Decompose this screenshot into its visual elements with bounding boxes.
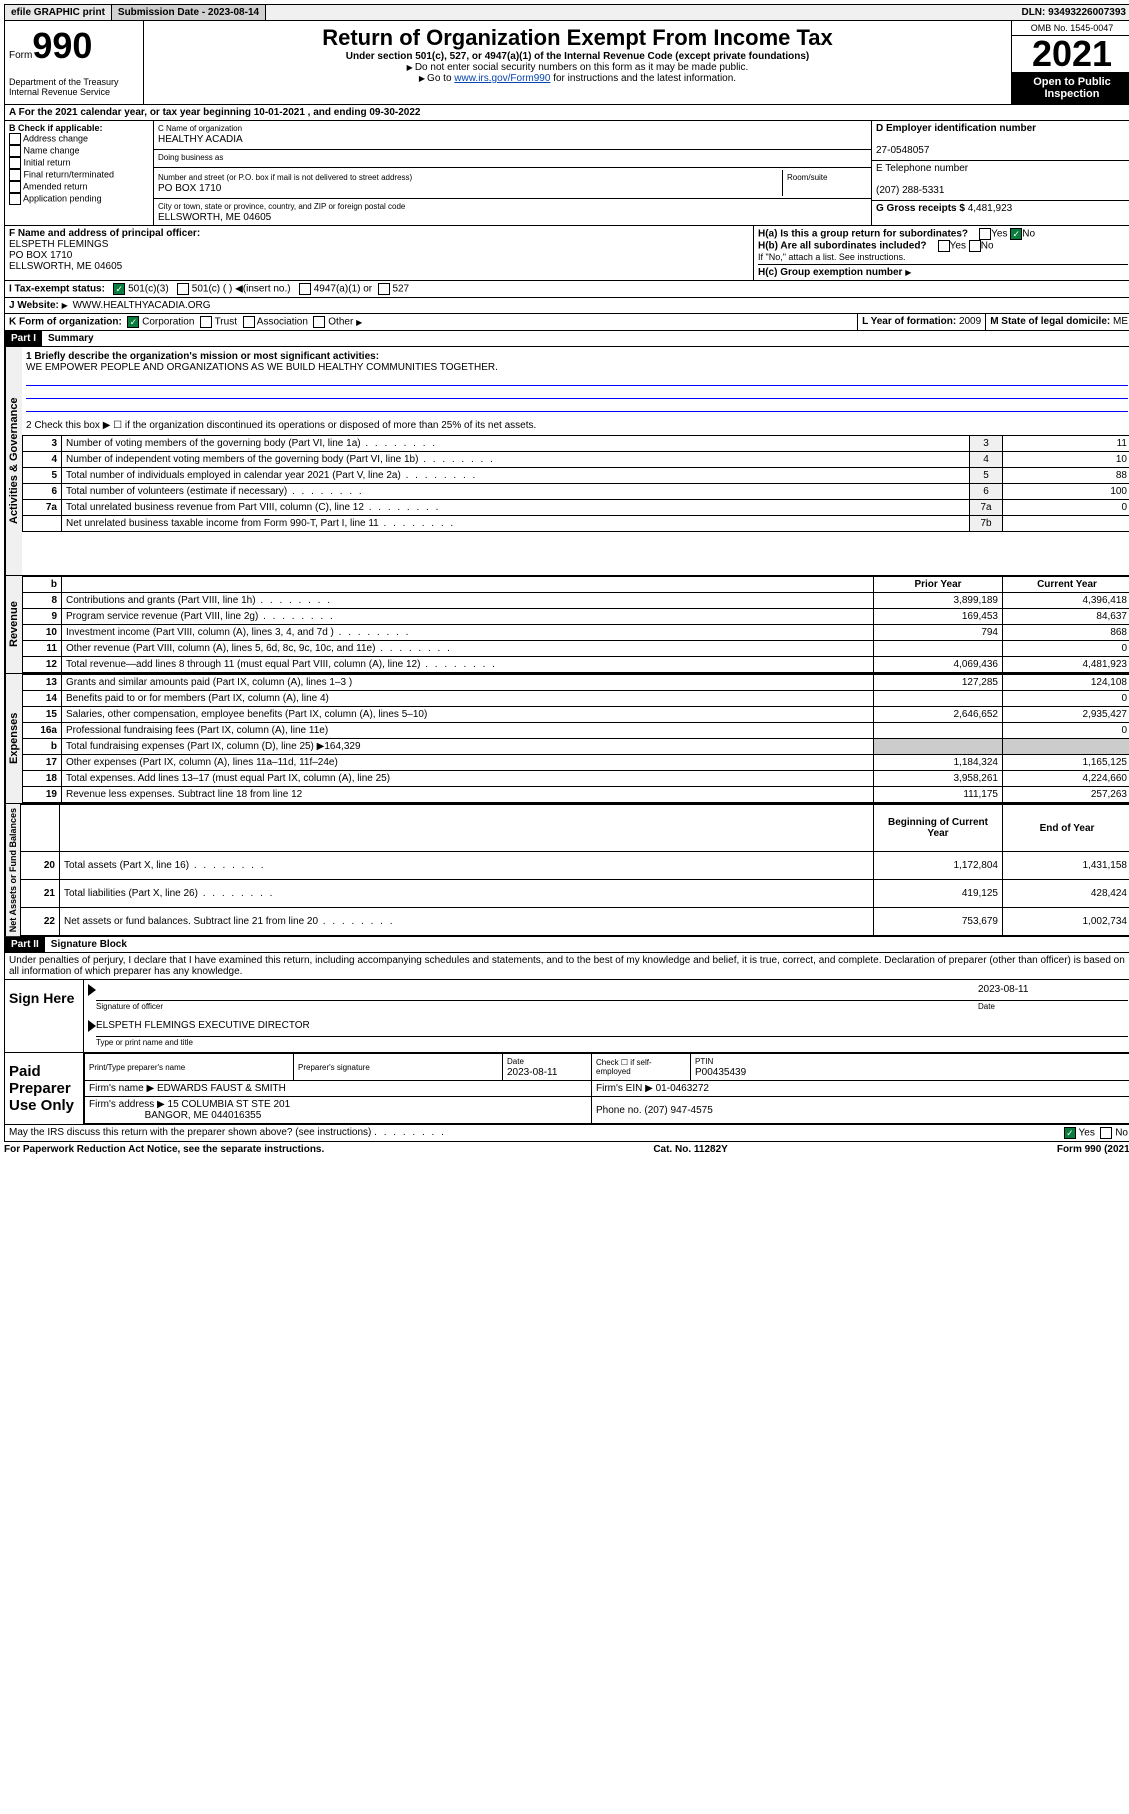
open-inspection: Open to Public Inspection — [1012, 72, 1129, 104]
table-row: 7aTotal unrelated business revenue from … — [23, 500, 1129, 516]
table-row: 19Revenue less expenses. Subtract line 1… — [23, 787, 1129, 803]
top-bar: efile GRAPHIC print Submission Date - 20… — [4, 4, 1129, 21]
section-i: I Tax-exempt status: 501(c)(3) 501(c) ( … — [4, 281, 1129, 298]
ptin: P00435439 — [695, 1067, 746, 1078]
fh-block: F Name and address of principal officer:… — [4, 226, 1129, 281]
org-city: ELLSWORTH, ME 04605 — [158, 212, 271, 223]
table-row: 10Investment income (Part VIII, column (… — [23, 625, 1129, 641]
discuss-row: May the IRS discuss this return with the… — [4, 1125, 1129, 1142]
section-b: B Check if applicable: Address change Na… — [5, 121, 154, 225]
table-row: 9Program service revenue (Part VIII, lin… — [23, 609, 1129, 625]
vert-revenue: Revenue — [5, 576, 22, 673]
note-goto-post: for instructions and the latest informat… — [550, 73, 736, 84]
table-row: 18Total expenses. Add lines 13–17 (must … — [23, 771, 1129, 787]
org-name: HEALTHY ACADIA — [158, 134, 243, 145]
netassets-table: Beginning of Current YearEnd of Year 20T… — [20, 804, 1129, 936]
form-title: Return of Organization Exempt From Incom… — [148, 25, 1007, 51]
mission: WE EMPOWER PEOPLE AND ORGANIZATIONS AS W… — [26, 362, 498, 373]
phone: (207) 288-5331 — [876, 185, 944, 196]
officer-name: ELSPETH FLEMINGS — [9, 239, 108, 250]
line-a: A For the 2021 calendar year, or tax yea… — [4, 105, 1129, 121]
table-row: Net unrelated business taxable income fr… — [23, 516, 1129, 532]
part1-header: Part I Summary — [4, 331, 1129, 347]
table-row: 13Grants and similar amounts paid (Part … — [23, 675, 1129, 691]
sig-date: 2023-08-11 — [978, 984, 1128, 1001]
table-row: 4Number of independent voting members of… — [23, 452, 1129, 468]
vert-governance: Activities & Governance — [5, 347, 22, 575]
expenses-table: 13Grants and similar amounts paid (Part … — [22, 674, 1129, 803]
dln: DLN: 93493226007393 — [1015, 5, 1129, 20]
org-address: PO BOX 1710 — [158, 183, 221, 194]
form-prefix: Form — [9, 50, 32, 61]
footer: For Paperwork Reduction Act Notice, see … — [4, 1142, 1129, 1157]
table-row: 12Total revenue—add lines 8 through 11 (… — [23, 657, 1129, 673]
line-2: 2 Check this box ▶ ☐ if the organization… — [22, 416, 1129, 435]
vert-netassets: Net Assets or Fund Balances — [5, 804, 20, 936]
sign-here-block: Sign Here Signature of officer 2023-08-1… — [4, 980, 1129, 1053]
section-j: J Website: WWW.HEALTHYACADIA.ORG — [4, 298, 1129, 314]
section-d: D Employer identification number 27-0548… — [871, 121, 1129, 225]
form-subtitle: Under section 501(c), 527, or 4947(a)(1)… — [148, 51, 1007, 62]
efile-link[interactable]: efile GRAPHIC print — [5, 5, 112, 20]
part2-header: Part II Signature Block — [4, 937, 1129, 953]
dept-label: Department of the Treasury Internal Reve… — [9, 77, 139, 97]
table-row: 17Other expenses (Part IX, column (A), l… — [23, 755, 1129, 771]
table-row: 6Total number of volunteers (estimate if… — [23, 484, 1129, 500]
submission-date: Submission Date - 2023-08-14 — [112, 5, 266, 20]
firm-name: EDWARDS FAUST & SMITH — [157, 1083, 286, 1094]
declaration: Under penalties of perjury, I declare th… — [4, 953, 1129, 980]
irs-link[interactable]: www.irs.gov/Form990 — [454, 73, 550, 84]
form-header: Form990 Department of the Treasury Inter… — [4, 21, 1129, 105]
governance-table: 3Number of voting members of the governi… — [22, 435, 1129, 532]
officer-name-title: ELSPETH FLEMINGS EXECUTIVE DIRECTOR — [96, 1020, 1128, 1037]
table-row: 20Total assets (Part X, line 16)1,172,80… — [21, 852, 1129, 880]
section-klm: K Form of organization: Corporation Trus… — [4, 314, 1129, 331]
year-formed: 2009 — [959, 316, 981, 327]
table-row: 3Number of voting members of the governi… — [23, 436, 1129, 452]
table-row: 11Other revenue (Part VIII, column (A), … — [23, 641, 1129, 657]
firm-addr1: 15 COLUMBIA ST STE 201 — [168, 1099, 291, 1110]
revenue-table: bPrior YearCurrent Year 8Contributions a… — [22, 576, 1129, 673]
paid-preparer-block: Paid Preparer Use Only Print/Type prepar… — [4, 1053, 1129, 1125]
table-row: 5Total number of individuals employed in… — [23, 468, 1129, 484]
gross-receipts: 4,481,923 — [968, 203, 1013, 214]
arrow-icon — [88, 1020, 96, 1032]
website[interactable]: WWW.HEALTHYACADIA.ORG — [73, 300, 211, 311]
ein: 27-0548057 — [876, 145, 929, 156]
table-row: 14Benefits paid to or for members (Part … — [23, 691, 1129, 707]
domicile-state: ME — [1113, 316, 1128, 327]
prep-date: 2023-08-11 — [507, 1067, 557, 1078]
bcd-block: B Check if applicable: Address change Na… — [4, 121, 1129, 226]
table-row: 16aProfessional fundraising fees (Part I… — [23, 723, 1129, 739]
arrow-icon — [88, 984, 96, 996]
firm-ein: 01-0463272 — [656, 1083, 709, 1094]
firm-addr2: BANGOR, ME 044016355 — [145, 1110, 262, 1121]
table-row: 21Total liabilities (Part X, line 26)419… — [21, 880, 1129, 908]
table-row: bTotal fundraising expenses (Part IX, co… — [23, 739, 1129, 755]
section-c: C Name of organization HEALTHY ACADIA Do… — [154, 121, 871, 225]
firm-phone: (207) 947-4575 — [644, 1105, 712, 1116]
note-goto-pre: Go to — [427, 73, 454, 84]
table-row: 15Salaries, other compensation, employee… — [23, 707, 1129, 723]
form-number: 990 — [32, 25, 92, 66]
tax-year: 2021 — [1012, 36, 1129, 72]
table-row: 8Contributions and grants (Part VIII, li… — [23, 593, 1129, 609]
vert-expenses: Expenses — [5, 674, 22, 803]
table-row: 22Net assets or fund balances. Subtract … — [21, 908, 1129, 936]
note-ssn: Do not enter social security numbers on … — [415, 62, 748, 73]
